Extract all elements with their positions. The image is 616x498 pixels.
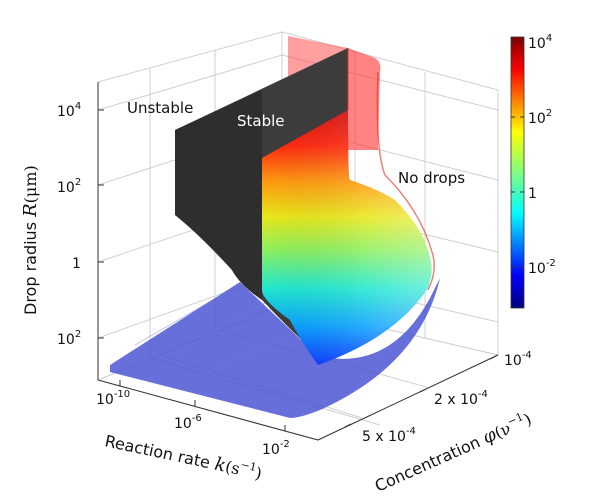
y-tick-0: 10-4: [504, 350, 532, 369]
z-tick-1: 102: [57, 177, 81, 196]
x-axis-label: Reaction rate k(s−1): [103, 429, 264, 484]
floor-surface: [110, 278, 440, 418]
z-tick-3: 102: [57, 329, 81, 348]
colorbar-tick-1: 102: [528, 108, 552, 127]
x-tick-1: 10-6: [174, 413, 202, 432]
region-label-no-drops: No drops: [398, 169, 465, 187]
x-tick-0: 10-10: [96, 389, 130, 408]
z-tick-2: 1: [72, 256, 81, 272]
y-tick-1: 2 x 10-4: [434, 389, 488, 408]
y-axis-label: Concentration φ(ν−1): [371, 408, 535, 497]
z-tick-0: 104: [57, 101, 81, 120]
y-tick-2: 5 x 10-4: [362, 426, 416, 445]
colorbar-tick-2: 1: [528, 186, 537, 202]
region-label-unstable: Unstable: [127, 99, 193, 117]
colorbar-tick-3: 10-2: [528, 258, 556, 277]
colorbar-tick-0: 104: [528, 33, 552, 52]
x-tick-2: 10-2: [262, 439, 290, 458]
region-label-stable: Stable: [237, 112, 285, 130]
colorbar: [510, 36, 525, 309]
z-axis-label: Drop radius R(μm): [20, 165, 41, 315]
